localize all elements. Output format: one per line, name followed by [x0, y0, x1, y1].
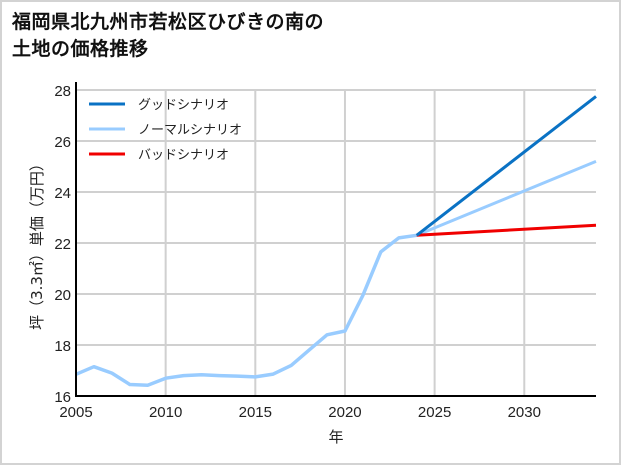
y-tick-label: 24 [54, 185, 71, 202]
y-tick-label: 20 [54, 287, 71, 304]
legend-label: ノーマルシナリオ [138, 123, 242, 138]
y-axis-label: 坪（3.3㎡）単価（万円） [28, 156, 46, 330]
x-axis-label: 年 [328, 428, 343, 446]
x-tick-label: 2030 [508, 404, 541, 421]
data-lines [75, 95, 597, 388]
y-tick-label: 16 [54, 389, 71, 406]
x-tick-label: 2005 [59, 404, 92, 421]
chart-title-line-2: 土地の価格推移 [12, 38, 149, 60]
legend-label: バッドシナリオ [138, 148, 229, 163]
chart-title-line-1: 福岡県北九州市若松区ひびきの南の [12, 11, 325, 33]
chart-title: 福岡県北九州市若松区ひびきの南の 土地の価格推移 [12, 9, 324, 63]
x-tick-label: 2025 [418, 404, 451, 421]
x-tick-label: 2015 [239, 404, 272, 421]
y-tick-label: 26 [54, 134, 71, 151]
y-tick-label: 18 [54, 338, 71, 355]
scenario-line-2 [416, 223, 597, 237]
scenario-line-1 [416, 160, 597, 237]
scenario-line-0 [415, 95, 597, 237]
axes [75, 82, 596, 397]
x-tick-label: 2020 [328, 404, 361, 421]
y-tick-label: 28 [54, 83, 71, 100]
x-tick-label: 2010 [149, 404, 182, 421]
y-tick-label: 22 [54, 236, 71, 253]
legend-label: グッドシナリオ [138, 98, 229, 113]
historical-price-line [75, 233, 417, 388]
tick-labels: 2005 2010 2015 2020 2025 2030 16 18 20 22 24 26 28 [54, 83, 541, 421]
